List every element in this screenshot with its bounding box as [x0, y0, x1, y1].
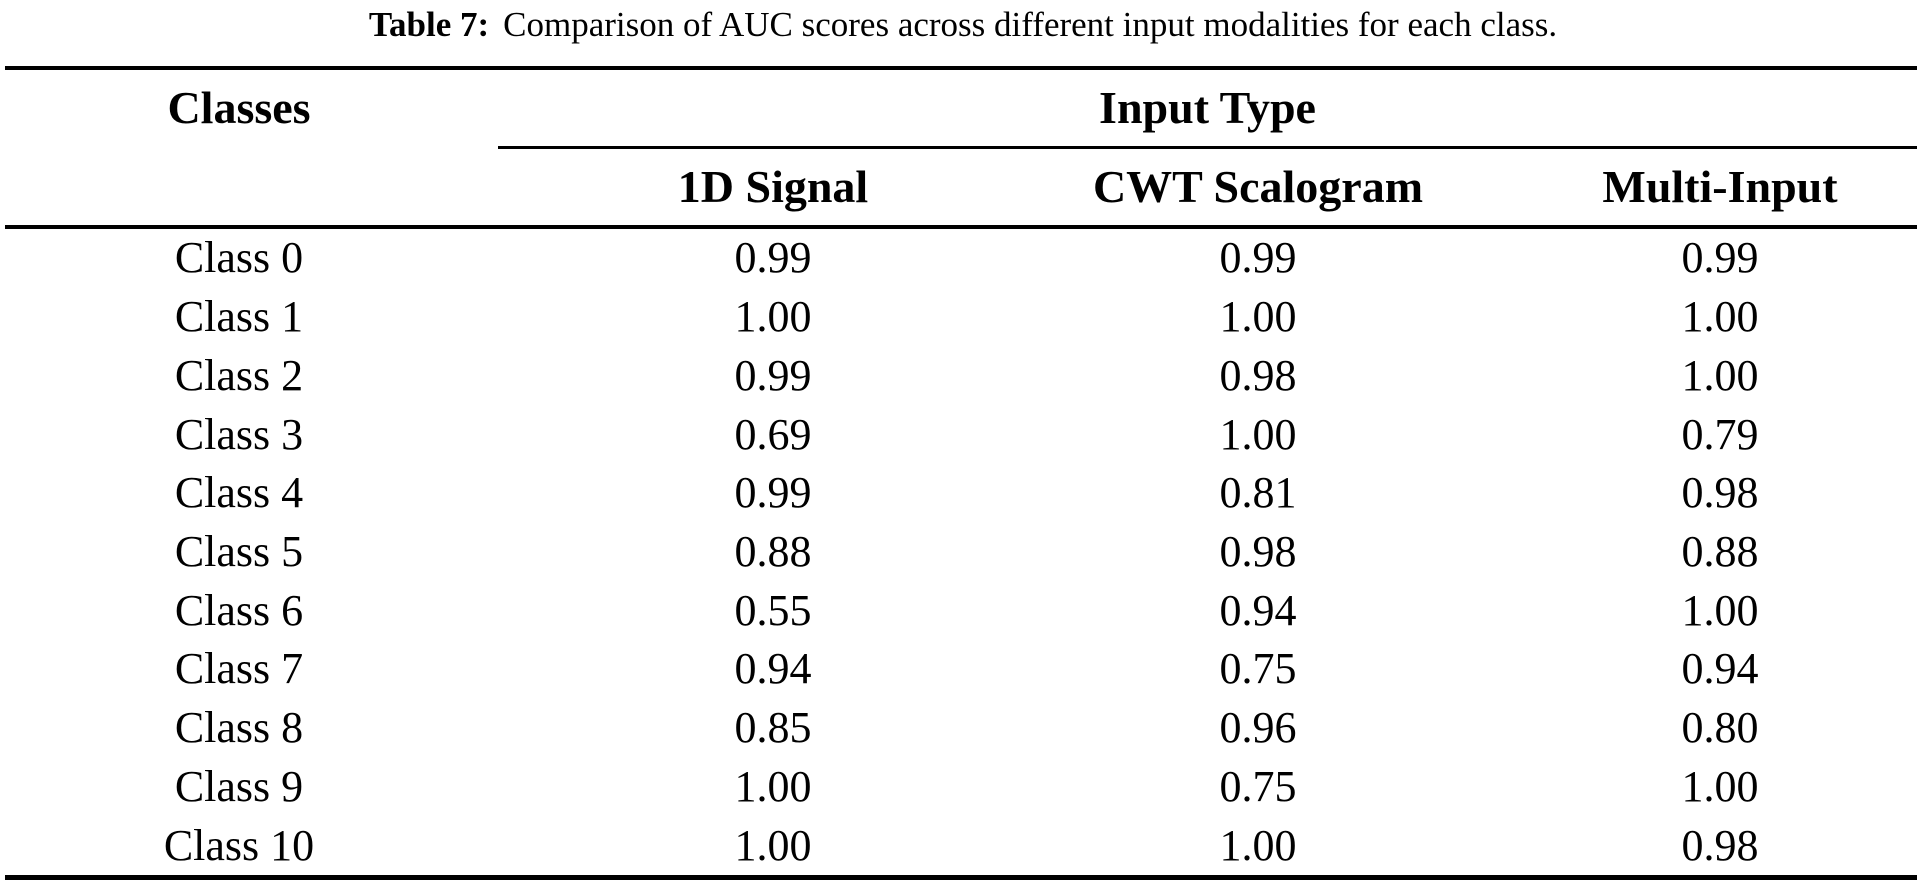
- auc-value-multi-input: 0.98: [1681, 468, 1759, 518]
- row-class-label: Class 0: [174, 233, 304, 283]
- auc-value-cwt-scalogram: 1.00: [1219, 292, 1297, 342]
- header-bottom-rule: [5, 225, 1917, 229]
- row-class-label: Class 2: [174, 350, 304, 400]
- auc-value-1d-signal: 1.00: [734, 292, 812, 342]
- row-class-label: Class 7: [174, 644, 304, 694]
- row-class-label: Class 4: [174, 468, 304, 518]
- auc-value-cwt-scalogram: 0.98: [1219, 526, 1297, 576]
- row-class-label: Class 1: [174, 292, 304, 342]
- auc-value-multi-input: 1.00: [1681, 350, 1759, 400]
- table-caption: Table 7: Comparison of AUC scores across …: [0, 0, 1926, 50]
- row-class-label: Class 9: [174, 761, 304, 811]
- auc-comparison-table: Classes Input Type 1D Signal CWT Scalogr…: [5, 66, 1917, 880]
- auc-value-1d-signal: 0.85: [734, 703, 812, 753]
- auc-value-1d-signal: 0.88: [734, 526, 812, 576]
- auc-value-cwt-scalogram: 0.75: [1219, 644, 1297, 694]
- table-row: Class 5 0.88 0.98 0.88: [5, 523, 1917, 582]
- auc-value-multi-input: 0.88: [1681, 526, 1759, 576]
- input-type-group-header: Input Type: [1099, 82, 1316, 133]
- table-caption-label: Table 7:: [368, 5, 490, 44]
- auc-value-cwt-scalogram: 0.81: [1219, 468, 1297, 518]
- auc-value-multi-input: 0.98: [1681, 820, 1759, 870]
- table-body: Class 0 0.99 0.99 0.99 Class 1 1.00 1.00…: [5, 229, 1917, 875]
- auc-value-1d-signal: 0.99: [734, 233, 812, 283]
- row-class-label: Class 5: [174, 526, 304, 576]
- table-row: Class 6 0.55 0.94 1.00: [5, 581, 1917, 640]
- auc-value-multi-input: 0.94: [1681, 644, 1759, 694]
- auc-value-1d-signal: 0.69: [734, 409, 812, 459]
- auc-value-multi-input: 0.80: [1681, 703, 1759, 753]
- auc-value-cwt-scalogram: 1.00: [1219, 409, 1297, 459]
- group-header-row: Classes Input Type: [5, 70, 1917, 146]
- input-type-partial-rule: [498, 146, 1917, 149]
- auc-value-cwt-scalogram: 0.99: [1219, 233, 1297, 283]
- auc-value-multi-input: 0.99: [1681, 233, 1759, 283]
- auc-value-multi-input: 1.00: [1681, 585, 1759, 635]
- classes-column-header: Classes: [167, 82, 311, 133]
- column-header-1d-signal: 1D Signal: [677, 161, 869, 212]
- table-row: Class 3 0.69 1.00 0.79: [5, 405, 1917, 464]
- row-class-label: Class 8: [174, 703, 304, 753]
- auc-value-multi-input: 1.00: [1681, 761, 1759, 811]
- auc-value-1d-signal: 0.99: [734, 350, 812, 400]
- auc-value-cwt-scalogram: 1.00: [1219, 820, 1297, 870]
- auc-value-multi-input: 0.79: [1681, 409, 1759, 459]
- auc-value-1d-signal: 0.55: [734, 585, 812, 635]
- auc-value-1d-signal: 0.99: [734, 468, 812, 518]
- row-class-label: Class 3: [174, 409, 304, 459]
- auc-value-cwt-scalogram: 0.98: [1219, 350, 1297, 400]
- table-row: Class 8 0.85 0.96 0.80: [5, 699, 1917, 758]
- auc-value-1d-signal: 0.94: [734, 644, 812, 694]
- auc-value-1d-signal: 1.00: [734, 761, 812, 811]
- top-rule: [5, 66, 1917, 70]
- table-caption-text: Comparison of AUC scores across differen…: [503, 5, 1558, 44]
- table-row: Class 10 1.00 1.00 0.98: [5, 816, 1917, 875]
- auc-value-multi-input: 1.00: [1681, 292, 1759, 342]
- auc-value-1d-signal: 1.00: [734, 820, 812, 870]
- auc-value-cwt-scalogram: 0.96: [1219, 703, 1297, 753]
- bottom-rule: [5, 875, 1917, 880]
- row-class-label: Class 10: [163, 820, 315, 870]
- auc-value-cwt-scalogram: 0.75: [1219, 761, 1297, 811]
- table-row: Class 9 1.00 0.75 1.00: [5, 758, 1917, 817]
- column-header-multi-input: Multi-Input: [1602, 161, 1838, 212]
- table-row: Class 4 0.99 0.81 0.98: [5, 464, 1917, 523]
- table-row: Class 7 0.94 0.75 0.94: [5, 640, 1917, 699]
- table-row: Class 2 0.99 0.98 1.00: [5, 346, 1917, 405]
- table-row: Class 0 0.99 0.99 0.99: [5, 229, 1917, 288]
- row-class-label: Class 6: [174, 585, 304, 635]
- column-header-row: 1D Signal CWT Scalogram Multi-Input: [5, 149, 1917, 225]
- auc-value-cwt-scalogram: 0.94: [1219, 585, 1297, 635]
- table-row: Class 1 1.00 1.00 1.00: [5, 288, 1917, 347]
- column-header-cwt-scalogram: CWT Scalogram: [1092, 161, 1424, 212]
